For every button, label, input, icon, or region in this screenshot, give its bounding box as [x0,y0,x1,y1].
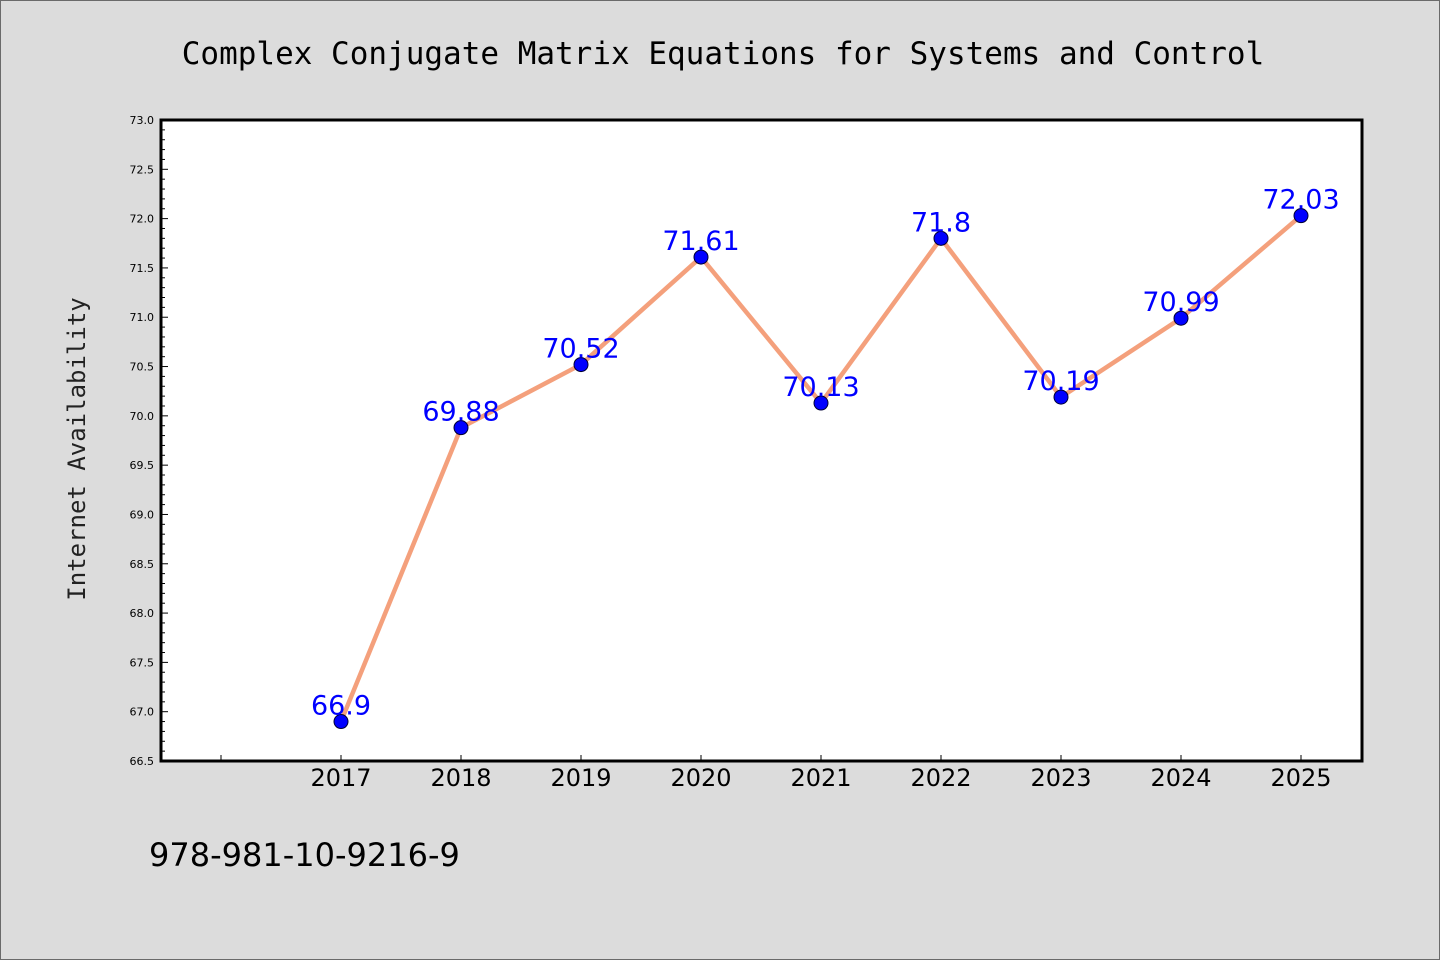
y-tick-label: 71.5 [130,262,155,275]
data-label: 70.19 [1022,366,1099,397]
chart-title: Complex Conjugate Matrix Equations for S… [182,36,1265,72]
data-label: 69.88 [422,397,499,428]
data-point [813,395,829,411]
x-tick-label: 2018 [430,764,491,792]
data-point [333,714,349,730]
data-label: 70.52 [542,334,619,365]
data-points [333,208,1309,730]
data-label: 71.8 [911,207,971,238]
data-point [1053,389,1069,405]
data-labels: 66.9 69.88 70.52 71.61 70.13 71.8 70.19 70.99 72… [311,185,1340,722]
data-point [453,420,469,436]
data-point [1173,310,1189,326]
y-tick-label: 69.5 [130,459,155,472]
x-tick-label: 2019 [550,764,611,792]
plot-area [159,118,1364,763]
x-tick-label: 2017 [310,764,371,792]
x-tick-label: 2021 [790,764,851,792]
y-tick-label: 70.0 [130,410,155,423]
data-point [1293,208,1309,224]
y-tick-label: 68.5 [130,558,155,571]
x-tick-label: 2022 [910,764,971,792]
data-point [573,357,589,373]
y-tick-label: 66.5 [130,755,155,768]
y-tick-label: 71.0 [130,311,155,324]
data-label: 70.99 [1142,287,1219,318]
data-label: 66.9 [311,691,371,722]
y-tick-label: 67.5 [130,656,155,669]
data-point [933,230,949,246]
x-tick-label: 2024 [1150,764,1211,792]
data-point [693,249,709,265]
y-tick-label: 69.0 [130,508,155,521]
isbn-annotation: 978-981-10-9216-9 [149,836,460,874]
y-tick-label: 72.5 [130,163,155,176]
x-tick-label: 2023 [1030,764,1091,792]
data-label: 71.61 [662,226,739,257]
y-tick-label: 68.0 [130,607,155,620]
y-tick-label: 67.0 [130,706,155,719]
y-tick-label: 73.0 [130,114,155,127]
x-tick-label: 2025 [1270,764,1331,792]
y-tick-label: 70.5 [130,361,155,374]
x-axis: 2017 2018 2019 2020 2021 2022 2023 2024 2025 [220,755,1332,792]
y-tick-label: 72.0 [130,213,155,226]
y-axis: 66.5 67.0 67.5 68.0 68.5 69.0 69.5 70.0 70.5 71.0… [130,114,168,768]
data-label: 72.03 [1262,185,1339,216]
data-label: 70.13 [782,372,859,403]
x-tick-label: 2020 [670,764,731,792]
y-axis-label: Internet Availability [63,297,91,600]
